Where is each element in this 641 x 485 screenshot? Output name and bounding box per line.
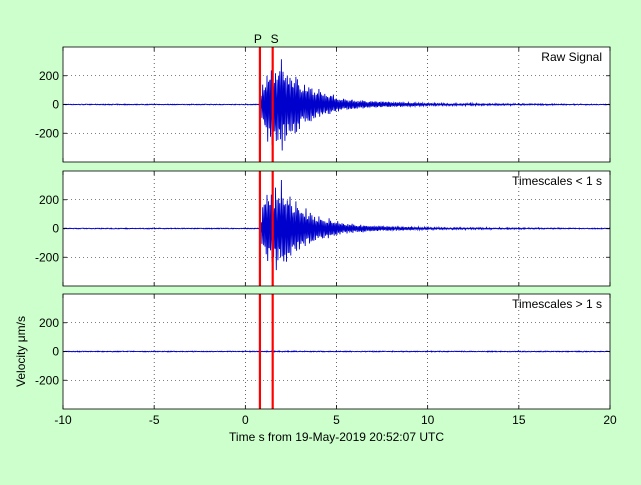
x-tick-label: 5 <box>333 413 340 427</box>
y-tick-label: 200 <box>39 193 59 207</box>
x-tick-label: 10 <box>421 413 435 427</box>
panel-title-3: Timescales > 1 s <box>512 297 602 311</box>
y-tick-label: 200 <box>39 69 59 83</box>
y-tick-label: 0 <box>52 345 59 359</box>
panel-title-2: Timescales < 1 s <box>512 174 602 188</box>
x-tick-label: -10 <box>54 413 72 427</box>
phase-label-p: P <box>254 32 262 46</box>
panel-title-1: Raw Signal <box>541 50 602 64</box>
y-tick-label: 0 <box>52 98 59 112</box>
y-tick-label: 0 <box>52 222 59 236</box>
x-tick-label: 15 <box>512 413 526 427</box>
signal-trace-3 <box>62 349 611 354</box>
x-axis-label: Time s from 19-May-2019 20:52:07 UTC <box>229 430 444 444</box>
y-tick-label: 200 <box>39 316 59 330</box>
y-axis-label: Velocity μm/s <box>14 316 28 387</box>
x-tick-label: 0 <box>242 413 249 427</box>
y-tick-label: -200 <box>35 250 59 264</box>
x-tick-label: 20 <box>603 413 617 427</box>
signal-trace-1 <box>62 59 611 151</box>
phase-label-s: S <box>271 32 279 46</box>
signal-trace-2 <box>62 179 611 271</box>
x-tick-label: -5 <box>149 413 160 427</box>
y-tick-label: -200 <box>35 373 59 387</box>
y-tick-label: -200 <box>35 126 59 140</box>
